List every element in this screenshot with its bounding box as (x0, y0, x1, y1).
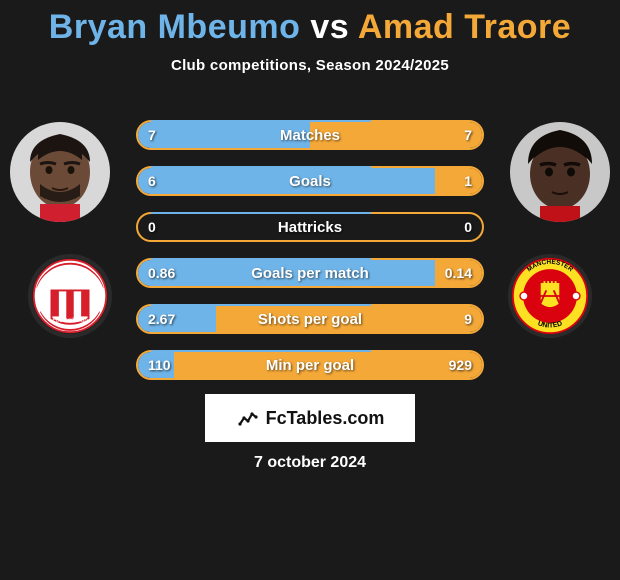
player2-face-icon (510, 122, 610, 222)
stat-label: Shots per goal (258, 311, 362, 328)
brentford-crest-icon: BRENTFORD Football Club (31, 257, 109, 335)
subtitle: Club competitions, Season 2024/2025 (0, 57, 620, 74)
manutd-crest-icon: MANCHESTER UNITED (511, 257, 589, 335)
player1-name: Bryan Mbeumo (49, 8, 301, 46)
stat-bars: 7 7 Matches 6 1 Goals 0 0 Hattricks 0.86 0.14 Go… (136, 120, 484, 396)
comparison-area: BRENTFORD Football Club MANCHESTER UNITE… (0, 102, 620, 382)
stat-label: Matches (280, 127, 340, 144)
stat-value-right: 1 (464, 173, 472, 189)
vs-text: vs (310, 8, 349, 46)
player1-club-crest: BRENTFORD Football Club (28, 254, 112, 338)
player1-avatar (10, 122, 110, 222)
stat-row: 110 929 Min per goal (136, 350, 484, 380)
stat-label: Hattricks (278, 219, 342, 236)
player1-face-icon (10, 122, 110, 222)
stat-value-left: 110 (148, 357, 171, 373)
date-text: 7 october 2024 (0, 454, 620, 472)
stat-value-right: 929 (449, 357, 472, 373)
stat-value-left: 7 (148, 127, 156, 143)
svg-text:Football Club: Football Club (52, 318, 88, 324)
player2-club-crest: MANCHESTER UNITED (508, 254, 592, 338)
stat-label: Goals (289, 173, 331, 190)
player2-avatar (510, 122, 610, 222)
brand-name: FcTables.com (266, 408, 385, 429)
stat-value-right: 0 (464, 219, 472, 235)
stat-value-right: 9 (464, 311, 472, 327)
bar-fill-right (435, 168, 482, 194)
stat-row: 0.86 0.14 Goals per match (136, 258, 484, 288)
bar-fill-left (138, 168, 435, 194)
stat-label: Min per goal (266, 357, 354, 374)
stat-value-left: 6 (148, 173, 156, 189)
stat-label: Goals per match (251, 265, 369, 282)
stat-row: 7 7 Matches (136, 120, 484, 150)
svg-text:BRENTFORD: BRENTFORD (47, 273, 94, 282)
brand-footer: FcTables.com (205, 394, 415, 442)
stat-value-left: 0.86 (148, 265, 175, 281)
player2-name: Amad Traore (358, 8, 571, 46)
stat-row: 2.67 9 Shots per goal (136, 304, 484, 334)
stat-value-right: 0.14 (445, 265, 472, 281)
stat-row: 0 0 Hattricks (136, 212, 484, 242)
stat-value-left: 2.67 (148, 311, 175, 327)
stat-value-right: 7 (464, 127, 472, 143)
stat-value-left: 0 (148, 219, 156, 235)
fctables-logo-icon (236, 406, 260, 430)
stat-row: 6 1 Goals (136, 166, 484, 196)
comparison-title: Bryan Mbeumo vs Amad Traore (0, 0, 620, 47)
